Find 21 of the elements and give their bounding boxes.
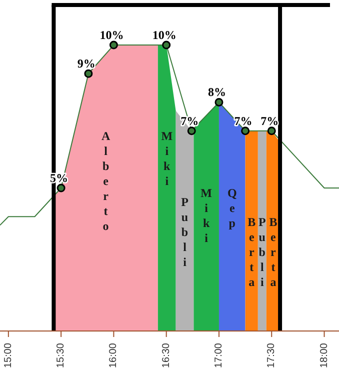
series-label: Qep: [227, 186, 237, 230]
x-tick-label: 17:30: [266, 342, 278, 368]
series-label: Publi: [258, 214, 266, 289]
data-label: 7%: [234, 114, 252, 128]
x-tick-label: 17:00: [213, 342, 224, 368]
x-tick-label: 15:30: [56, 342, 67, 368]
data-label: 7%: [260, 114, 279, 128]
series-label: Berta: [248, 214, 256, 289]
series-label: Alberto: [101, 129, 110, 234]
data-label: 10%: [100, 28, 124, 42]
x-tick-label: 18:00: [318, 342, 330, 368]
series-label: Berta: [269, 214, 278, 289]
x-tick-label: 15:00: [2, 342, 14, 368]
x-tick-label: 16:30: [160, 342, 172, 368]
series-label: Publi: [181, 194, 188, 269]
data-label: 8%: [208, 85, 226, 100]
series-label: Miki: [161, 129, 173, 188]
x-tick-label: 16:00: [108, 342, 120, 368]
data-label: 10%: [152, 28, 176, 42]
series-label: Miki: [200, 186, 212, 246]
data-label: 9%: [77, 56, 96, 71]
